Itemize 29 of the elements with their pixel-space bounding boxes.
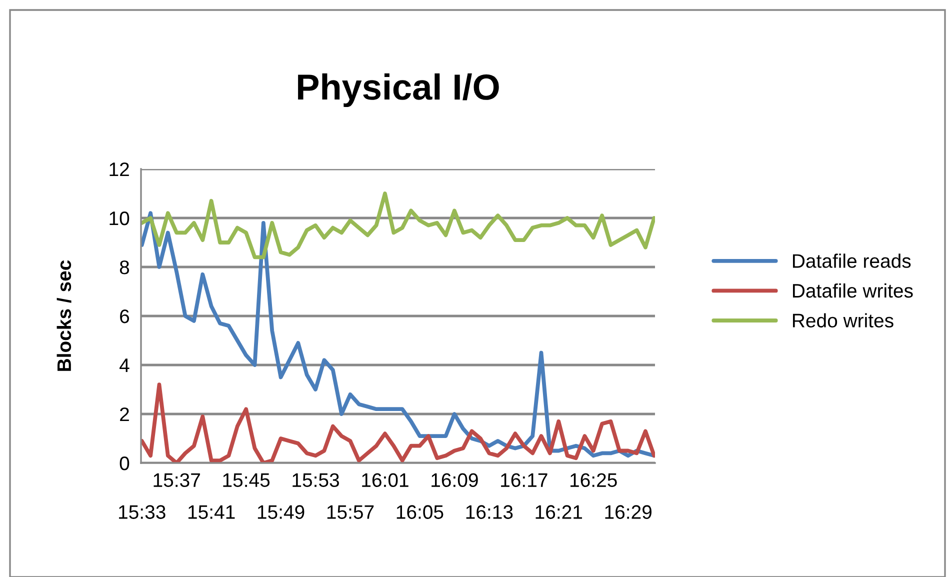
x-tick-label: 15:57 [327, 505, 374, 519]
y-tick-label: 6 [120, 309, 130, 324]
x-tick-label: 15:49 [258, 505, 304, 519]
y-tick-label: 10 [110, 211, 130, 226]
x-tick-label: 15:37 [154, 473, 200, 488]
legend-label: Datafile writes [792, 283, 913, 298]
legend-label: Datafile reads [792, 254, 911, 268]
x-tick-label: 16:17 [501, 473, 548, 488]
x-tick-label: 15:33 [119, 505, 166, 519]
y-tick-label: 12 [110, 162, 129, 176]
y-tick-label: 2 [120, 407, 129, 422]
x-tick-label: 16:29 [605, 505, 652, 519]
y-tick-label: 0 [120, 456, 130, 470]
legend-label: Redo writes [792, 313, 894, 328]
x-tick-label: 16:01 [362, 473, 408, 488]
line-series [141, 192, 655, 260]
y-axis-title: Blocks / sec [56, 260, 72, 371]
x-tick-label: 16:09 [432, 473, 478, 488]
y-tick-label: 8 [120, 260, 130, 274]
x-tick-label: 15:41 [188, 505, 235, 519]
y-tick-label: 4 [120, 358, 130, 372]
x-tick-label: 16:25 [570, 473, 617, 488]
chart-title: Physical I/O [298, 73, 499, 108]
line-series [141, 211, 655, 458]
x-tick-label: 15:53 [292, 473, 339, 488]
x-tick-label: 16:05 [396, 505, 444, 519]
x-tick-label: 16:13 [466, 505, 513, 519]
x-tick-label: 15:45 [223, 473, 270, 488]
x-tick-label: 16:21 [536, 505, 582, 519]
